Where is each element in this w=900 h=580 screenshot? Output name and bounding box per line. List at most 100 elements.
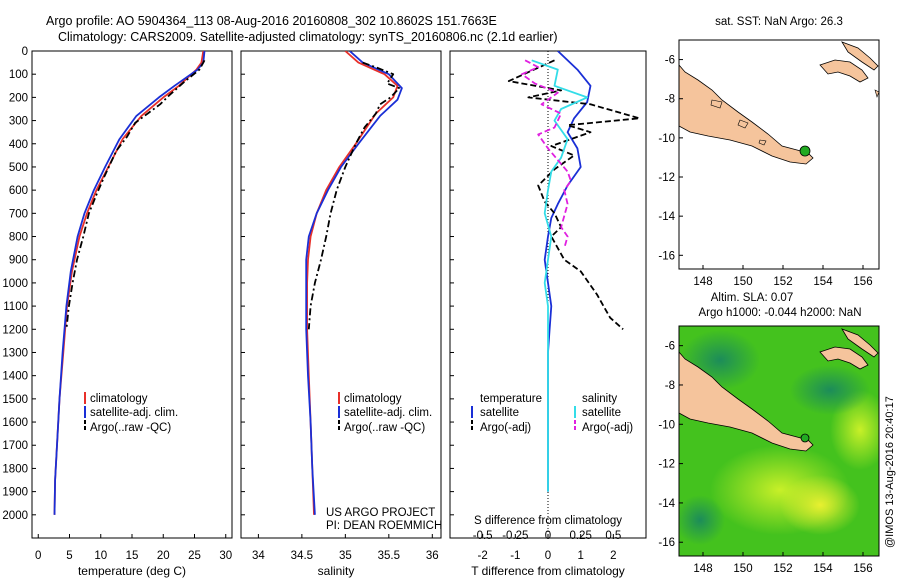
difference-xlabel: T difference from climatology <box>471 564 625 578</box>
map-ytick-label: -14 <box>658 211 675 223</box>
figure-title-line2: Climatology: CARS2009. Satellite-adjuste… <box>58 30 558 44</box>
sla-map-field-low-3 <box>679 495 725 545</box>
difference-lines <box>507 51 641 492</box>
temperature-ytick-label: 700 <box>9 208 28 220</box>
difference-series-2 <box>531 59 589 492</box>
sla-map-canvas <box>679 326 879 556</box>
temperature-xtick-label: 5 <box>66 550 72 562</box>
temperature-ytick-label: 1100 <box>3 301 28 313</box>
salinity-xtick-label: 36 <box>426 550 439 562</box>
sst-map-new-britain-land <box>819 59 869 83</box>
temperature-xlabel: temperature (deg C) <box>78 564 186 578</box>
sla-map-frame <box>678 325 880 557</box>
map-xtick-label: 152 <box>773 276 792 288</box>
temperature-ytick-label: 500 <box>9 162 28 174</box>
temperature-ytick-label: 1200 <box>2 324 28 336</box>
map-xtick-label: 150 <box>733 276 752 288</box>
temperature-ytick-label: 1600 <box>2 417 28 429</box>
salinity-xtick-label: 35 <box>339 550 352 562</box>
difference-legend-sargo: Argo(-adj) <box>582 422 633 434</box>
temperature-ytick-label: 900 <box>9 255 28 267</box>
salinity-panel: 34 34.5 35 35.5 36 salinity climatology sate… <box>240 50 442 578</box>
temperature-legend: climatology satellite-adj. clim. Argo(..… <box>84 392 178 434</box>
temperature-xtick-label: 20 <box>157 550 170 562</box>
salinity-xtick-label: 35.5 <box>378 550 400 562</box>
temperature-ytick-label: 1500 <box>2 394 28 406</box>
salinity-legend-sat: satellite-adj. clim. <box>344 407 432 419</box>
map-xtick-label: 150 <box>733 563 752 575</box>
salinity-xtick-label: 34.5 <box>291 550 313 562</box>
difference-legend-targo: Argo(-adj) <box>480 422 531 434</box>
temperature-xtick-label: 0 <box>35 550 41 562</box>
temperature-ytick-label: 800 <box>9 232 28 244</box>
temperature-legend-argo: Argo(..raw -QC) <box>90 422 171 434</box>
temperature-lines <box>53 51 206 515</box>
temperature-ytick-label: 300 <box>9 116 28 128</box>
map-ytick-label: -14 <box>658 498 675 510</box>
temperature-ytick-label: 1700 <box>2 440 28 452</box>
sst-map-islands <box>710 89 879 146</box>
difference-legend-temperature: temperature <box>480 393 542 405</box>
difference-legend-ssat: satellite <box>582 407 621 419</box>
salinity-annotation-pi: PI: DEAN ROEMMICH <box>326 520 442 532</box>
temperature-legend-clim: climatology <box>90 393 148 405</box>
sla-map-field-high-2 <box>780 475 860 535</box>
temperature-ytick-label: 100 <box>9 69 28 81</box>
difference-stick-label: 0 <box>545 530 551 542</box>
temperature-xtick-label: 15 <box>126 550 139 562</box>
salinity-legend: climatology satellite-adj. clim. Argo(..… <box>338 392 432 434</box>
map-ytick-label: -12 <box>658 172 675 184</box>
map-xtick-label: 148 <box>693 276 712 288</box>
difference-xtick-label: -1 <box>510 550 520 562</box>
temperature-ytick-label: 1900 <box>2 487 28 499</box>
difference-stick-label: 0.25 <box>569 530 591 542</box>
difference-xtick-label: -2 <box>478 550 488 562</box>
map-xtick-label: 154 <box>813 276 833 288</box>
temperature-legend-sat: satellite-adj. clim. <box>90 407 178 419</box>
temperature-xtick-label: 25 <box>188 550 201 562</box>
temperature-ytick-label: 2000 <box>2 510 28 522</box>
salinity-xlabel: salinity <box>318 564 355 578</box>
temperature-ytick-label: 200 <box>9 92 28 104</box>
sst-map-float-marker <box>799 145 811 157</box>
salinity-legend-argo: Argo(..raw -QC) <box>344 422 425 434</box>
sla-map-new-ireland-land <box>841 328 879 358</box>
difference-xtick-label: 1 <box>577 550 583 562</box>
difference-stick-label: -0.5 <box>473 530 493 542</box>
difference-xtick-label: 2 <box>610 550 616 562</box>
map-ytick-label: -8 <box>665 380 675 392</box>
map-ytick-label: -8 <box>665 94 675 106</box>
difference-stick-label: 0.5 <box>605 530 621 542</box>
map-xtick-label: 154 <box>813 563 833 575</box>
temperature-panel: 0100200300400500600700800900100011001200… <box>2 46 233 578</box>
difference-legend: temperature salinity satellite Argo(-adj… <box>471 393 633 434</box>
sla-map-title2: Argo h1000: -0.044 h2000: NaN <box>698 307 861 319</box>
salinity-legend-clim: climatology <box>344 393 402 405</box>
sst-map-panel: sat. SST: NaN Argo: 26.3 148 150 152 154 156… <box>658 16 880 288</box>
sst-map-frame <box>678 39 880 270</box>
temperature-ytick-label: 0 <box>22 46 28 58</box>
temperature-series-2 <box>65 59 206 330</box>
temperature-ytick-label: 1300 <box>2 347 28 359</box>
sst-map-title: sat. SST: NaN Argo: 26.3 <box>715 16 843 28</box>
sla-map-panel: Altim. SLA: 0.07 Argo h1000: -0.044 h200… <box>658 292 880 575</box>
sst-map-ticks: 148 150 152 154 156 -6 -8 -10 -12 -14 -16 <box>658 55 872 288</box>
map-xtick-label: 156 <box>853 276 872 288</box>
map-ytick-label: -10 <box>658 133 675 145</box>
difference-xtick-label: 0 <box>545 550 551 562</box>
map-xtick-label: 148 <box>693 563 712 575</box>
difference-stick-label: -0.25 <box>502 530 528 542</box>
temperature-ytick-label: 400 <box>9 139 28 151</box>
temperature-ytick-label: 1000 <box>2 278 28 290</box>
map-ytick-label: -6 <box>665 341 675 353</box>
temperature-ticks: 0100200300400500600700800900100011001200… <box>2 46 232 562</box>
difference-legend-salinity: salinity <box>582 393 617 405</box>
salinity-series-2 <box>307 61 401 330</box>
sst-map-new-ireland-land <box>841 41 879 71</box>
map-xtick-label: 152 <box>773 563 792 575</box>
salinity-series-1 <box>305 51 403 515</box>
salinity-annotation-project: US ARGO PROJECT <box>326 507 435 519</box>
salinity-xtick-label: 34 <box>252 550 265 562</box>
temperature-xtick-label: 30 <box>219 550 232 562</box>
